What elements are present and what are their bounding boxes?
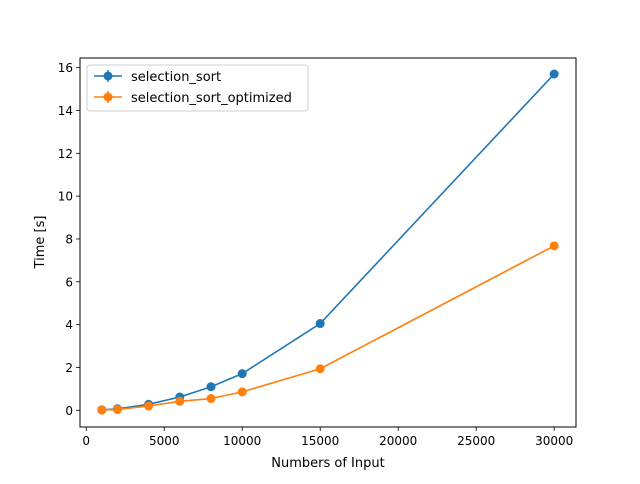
series-line-0 xyxy=(101,73,555,411)
y-tick-label: 2 xyxy=(65,361,73,375)
plot-frame xyxy=(79,57,577,428)
data-point xyxy=(206,382,216,392)
y-tick-label: 4 xyxy=(65,318,73,332)
data-point xyxy=(206,394,216,404)
data-point xyxy=(315,319,325,329)
y-tick-label: 14 xyxy=(58,104,73,118)
series-line-1 xyxy=(101,245,555,411)
legend-marker-selection-sort-optimized xyxy=(103,92,113,102)
y-axis-label: Time [s] xyxy=(33,216,48,270)
legend-label-selection-sort-optimized: selection_sort_optimized xyxy=(131,91,292,106)
data-point xyxy=(112,404,122,414)
series-layer xyxy=(97,69,559,415)
y-tick-label: 10 xyxy=(58,190,73,204)
y-tick-label: 12 xyxy=(58,147,73,161)
y-tick-label: 8 xyxy=(65,232,73,246)
x-tick-label: 5000 xyxy=(149,434,180,448)
legend-label-selection-sort: selection_sort xyxy=(131,70,221,85)
legend-marker-selection-sort xyxy=(103,71,113,81)
y-tick-label: 16 xyxy=(58,61,73,75)
y-tick-label: 6 xyxy=(65,275,73,289)
y-tick-label: 0 xyxy=(65,404,73,418)
x-tick-label: 25000 xyxy=(457,434,495,448)
data-point xyxy=(237,369,247,379)
data-point xyxy=(549,69,559,79)
x-tick-label: 10000 xyxy=(223,434,261,448)
x-tick-label: 15000 xyxy=(301,434,339,448)
x-tick-label: 20000 xyxy=(379,434,417,448)
x-tick-label: 0 xyxy=(82,434,90,448)
legend-box xyxy=(86,64,309,112)
data-point xyxy=(549,241,559,251)
data-point xyxy=(315,364,325,374)
x-tick-label: 30000 xyxy=(535,434,573,448)
legend: selection_sort selection_sort_optimized xyxy=(86,64,309,112)
legend-entry-selection-sort-optimized: selection_sort_optimized xyxy=(94,91,292,106)
ticks-layer: 0 5000 10000 15000 20000 25000 30000 0 2 4 6 8 10 12 1… xyxy=(58,61,574,448)
data-point xyxy=(237,387,247,397)
legend-entry-selection-sort: selection_sort xyxy=(94,70,221,85)
data-point xyxy=(97,405,107,415)
data-point xyxy=(144,401,154,411)
x-axis-label: Numbers of Input xyxy=(271,456,384,471)
data-point xyxy=(175,396,185,406)
